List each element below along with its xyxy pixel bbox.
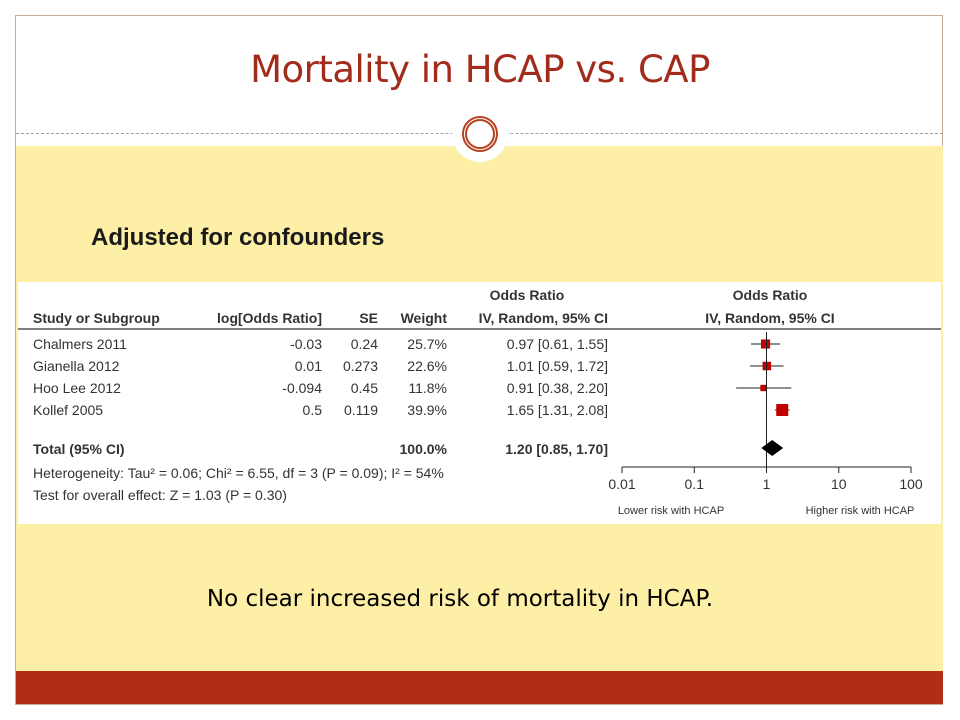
- total-ci: 1.20 [0.85, 1.70]: [505, 441, 608, 457]
- study-weight: 11.8%: [408, 380, 447, 396]
- total-label: Total (95% CI): [33, 441, 125, 457]
- study-marker: [760, 384, 767, 392]
- x-tick-label: 10: [831, 476, 847, 492]
- study-log-or: -0.03: [290, 336, 322, 352]
- study-se: 0.119: [344, 402, 378, 418]
- study-se: 0.45: [351, 380, 378, 396]
- inner-ring: [465, 119, 495, 149]
- header-log-or: log[Odds Ratio]: [217, 310, 322, 326]
- x-tick-label: 1: [763, 476, 771, 492]
- header-weight: Weight: [401, 310, 448, 326]
- header-or-group: Odds Ratio: [490, 287, 565, 303]
- study-log-or: 0.01: [295, 358, 322, 374]
- header-or-plot-group: Odds Ratio: [733, 287, 808, 303]
- favours-left-label: Lower risk with HCAP: [618, 505, 724, 517]
- outer-ring: [462, 116, 498, 152]
- forest-plot: Odds Ratio Odds Ratio Study or Subgroup …: [18, 287, 941, 517]
- x-tick-label: 100: [899, 476, 923, 492]
- study-name: Hoo Lee 2012: [33, 380, 121, 396]
- footer-accent-bar: [16, 671, 943, 704]
- circle-ornament-icon: [452, 106, 508, 162]
- study-ci: 0.97 [0.61, 1.55]: [507, 336, 608, 352]
- study-ci: 1.01 [0.59, 1.72]: [507, 358, 608, 374]
- x-tick-label: 0.01: [608, 476, 635, 492]
- conclusion-text: No clear increased risk of mortality in …: [206, 586, 714, 612]
- header-study: Study or Subgroup: [33, 310, 160, 326]
- forest-plot-panel: Odds Ratio Odds Ratio Study or Subgroup …: [18, 282, 941, 524]
- study-weight: 25.7%: [407, 336, 447, 352]
- study-name: Gianella 2012: [33, 358, 120, 374]
- study-rows: Chalmers 2011 -0.03 0.24 25.7% 0.97 [0.61, 1…: [33, 336, 608, 418]
- header-ci: IV, Random, 95% CI: [479, 310, 608, 326]
- study-marker: [760, 339, 771, 349]
- study-ci: 0.91 [0.38, 2.20]: [507, 380, 608, 396]
- study-marker: [776, 404, 789, 416]
- heterogeneity-text: Heterogeneity: Tau² = 0.06; Chi² = 6.55,…: [33, 465, 444, 481]
- study-se: 0.24: [351, 336, 378, 352]
- slide-title: Mortality in HCAP vs. CAP: [250, 48, 710, 91]
- favours-right-label: Higher risk with HCAP: [806, 505, 915, 517]
- x-tick-label: 0.1: [685, 476, 705, 492]
- study-ci: 1.65 [1.31, 2.08]: [507, 402, 608, 418]
- total-weight: 100.0%: [400, 441, 448, 457]
- total-diamond: [761, 440, 784, 456]
- study-se: 0.273: [343, 358, 378, 374]
- study-weight: 39.9%: [407, 402, 447, 418]
- header-se: SE: [359, 310, 378, 326]
- plot-area: 0.01 0.1 1 10 100: [608, 332, 923, 492]
- header-plot-ci: IV, Random, 95% CI: [705, 310, 834, 326]
- study-log-or: -0.094: [282, 380, 322, 396]
- study-name: Kollef 2005: [33, 402, 103, 418]
- study-log-or: 0.5: [303, 402, 323, 418]
- overall-effect-text: Test for overall effect: Z = 1.03 (P = 0…: [33, 487, 287, 503]
- study-name: Chalmers 2011: [33, 336, 127, 352]
- slide-subtitle: Adjusted for confounders: [91, 224, 385, 251]
- study-weight: 22.6%: [407, 358, 447, 374]
